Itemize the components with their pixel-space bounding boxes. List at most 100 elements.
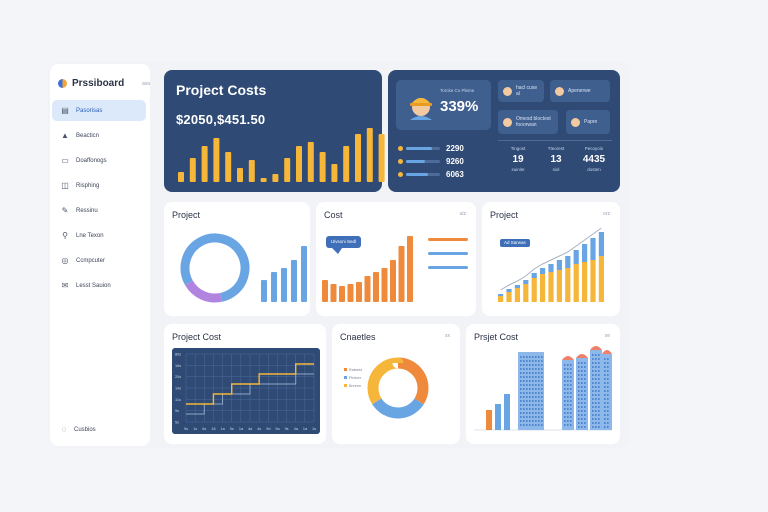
building-window [584,362,586,364]
countries-card: Cnaetles sx Ratsest Pintoer Brzenn [332,324,460,444]
building-window [523,416,525,418]
building-window [604,362,606,364]
building-window [592,390,594,392]
building-window [607,370,609,372]
building-window [538,400,540,402]
building-window [535,364,537,366]
building-window [567,384,569,386]
building-window [535,424,537,426]
building-window [595,374,597,376]
brand[interactable]: Prssiboard [58,78,124,89]
sidebar-item[interactable]: ◫ Risphing [52,175,146,196]
building-window [538,384,540,386]
building-window [541,416,543,418]
building-window [532,400,534,402]
building-window [529,360,531,362]
progress-dot-icon [398,172,403,177]
building-window [529,420,531,422]
progress-dot-icon [398,159,403,164]
building-window [578,414,580,416]
building-window [520,396,522,398]
building-window [541,408,543,410]
legend-line [428,238,468,241]
kpi-bar [225,152,232,182]
building-window [532,392,534,394]
building-window [584,382,586,384]
building-window [595,370,597,372]
building-window [564,380,566,382]
project-cost-buildings-menu[interactable]: xe [604,333,610,339]
building-window [541,376,543,378]
building-window [526,416,528,418]
building-window [529,416,531,418]
sidebar-item[interactable]: ⚲ Lne Texon [52,225,146,246]
cost-bar-chart [322,236,468,302]
building-window [529,412,531,414]
sidebar-item[interactable]: ▲ Beacticn [52,125,146,146]
sidebar-item[interactable]: ◎ Ccmpcuter [52,250,146,271]
progress-value: 9260 [446,157,464,166]
sidebar-item[interactable]: ✉ Lesst Sauion [52,275,146,296]
cost-bar [347,284,354,302]
building-window [529,380,531,382]
worker-panel: Torcke Co Pleme 339% [396,80,491,130]
building-window [607,386,609,388]
building-window [532,396,534,398]
building-window [532,384,534,386]
sidebar-item[interactable]: ▭ Doaffonogs [52,150,146,171]
cost-menu[interactable]: uiz [459,211,466,217]
cost-bar [339,286,345,302]
building-window [595,422,597,424]
building-window [526,400,528,402]
building-window [526,408,528,410]
building-window [578,418,580,420]
building-window [578,366,580,368]
avatar-icon [503,86,512,96]
countries-menu[interactable]: sx [445,333,450,339]
building-window [523,356,525,358]
mini-card[interactable]: Papre [566,110,610,134]
building-window [538,404,540,406]
avatar-icon [503,117,512,127]
building-window [567,404,569,406]
building-window [567,372,569,374]
building-window [604,378,606,380]
legend-swatch [344,368,347,371]
mini-card[interactable]: Omesd bloctest fooorwan [498,110,558,134]
building-window [604,422,606,424]
cost-bar [330,284,337,302]
sidebar-footer-item[interactable]: ◌ Cusbios [60,426,96,434]
building-window [541,356,543,358]
building-window [578,362,580,364]
building-window [526,396,528,398]
mini-card-label: Apenerwe [568,88,591,94]
project-costs-value: $2050,$451.50 [176,112,266,127]
project-stacked-card: Project orz Ad Sarwas [482,202,620,316]
mini-card[interactable]: hacl cuse al [498,80,544,102]
building-window [607,414,609,416]
building-window [607,426,609,428]
x-tick: 4a [294,427,299,431]
project-stacked-menu[interactable]: orz [603,211,610,217]
building-window [538,376,540,378]
building-window [526,380,528,382]
building-window [581,418,583,420]
building-window [523,412,525,414]
building-window [584,374,586,376]
building-window [523,368,525,370]
building-window [532,388,534,390]
building-window [595,358,597,360]
mini-card[interactable]: Apenerwe [550,80,610,102]
building-window [578,398,580,400]
x-tick: 4a [248,427,253,431]
building-window [570,416,572,418]
building-window [526,412,528,414]
building-window [592,366,594,368]
project-cost-buildings-title: Prsjet Cost [474,332,519,342]
sidebar-item[interactable]: ▤ Pasorisas [52,100,146,121]
alert-icon: ▲ [61,130,69,140]
sidebar-item[interactable]: ✎ Ressinu [52,200,146,221]
stacked-bar-base [531,278,537,302]
building-window [567,424,569,426]
chart-icon: ◫ [61,180,69,190]
